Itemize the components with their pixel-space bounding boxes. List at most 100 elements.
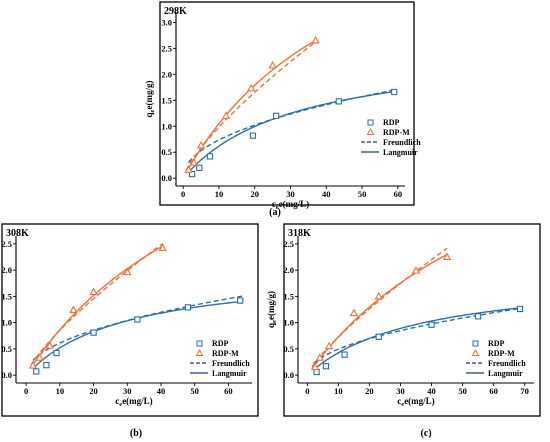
- rdp-m-point: [28, 361, 37, 369]
- panel-frame: [1, 223, 259, 417]
- panel-label: (a): [269, 207, 281, 218]
- x-axis-title: cee(mg/L): [397, 396, 434, 408]
- rdp-point: [249, 132, 257, 139]
- panel-label: (c): [420, 428, 431, 439]
- panel-title: 298K: [164, 6, 187, 17]
- y-tick-label: 1.0: [283, 318, 294, 328]
- rdp-m-point: [189, 158, 199, 166]
- x-tick-label: 50: [190, 386, 199, 396]
- x-tick-label: 50: [358, 189, 367, 199]
- y-tick-label: 0.0: [283, 370, 294, 380]
- y-tick-label: 2.0: [283, 265, 294, 275]
- x-tick-label: 0: [305, 386, 309, 396]
- y-tick-label: 0.5: [161, 147, 172, 157]
- rdp-m-point: [35, 353, 44, 361]
- panel-title: 318K: [288, 228, 311, 239]
- rdp-point: [237, 297, 244, 304]
- rdp-point: [428, 321, 435, 328]
- x-tick-label: 10: [334, 386, 343, 396]
- rdp-m-point: [442, 252, 452, 260]
- y-tick-label: 2.0: [1, 265, 12, 275]
- y-tick-label: 1.5: [283, 291, 294, 301]
- legend-label: RDP-M: [212, 349, 239, 358]
- rdp-m-langmuir-curve: [30, 245, 164, 368]
- rdp-langmuir-curve: [313, 307, 522, 371]
- x-tick-label: 20: [89, 386, 98, 396]
- rdp-point: [134, 316, 141, 323]
- x-tick-label: 60: [394, 189, 403, 199]
- legend-rdp-marker: [472, 340, 479, 347]
- y-axis-title: qee(mg/g): [266, 291, 278, 328]
- x-tick-label: 10: [215, 189, 224, 199]
- legend-label: RDP: [488, 339, 505, 348]
- legend-rdpm-marker: [366, 127, 375, 135]
- rdp-point: [206, 153, 214, 160]
- x-tick-label: 30: [396, 386, 405, 396]
- y-tick-label: 1.0: [161, 121, 172, 131]
- rdp-point: [341, 351, 348, 358]
- rdp-freundlich-curve: [32, 295, 243, 361]
- rdp-m-point: [310, 362, 320, 371]
- legend-rdpm-marker: [195, 348, 204, 356]
- legend-label: Langmuir: [212, 369, 247, 378]
- rdp-m-point: [324, 341, 334, 350]
- y-tick-label: 1.5: [1, 291, 12, 301]
- rdp-m-freundlich-curve: [185, 41, 316, 171]
- rdp-point: [188, 170, 196, 178]
- x-axis-title: cee(mg/L): [272, 199, 309, 211]
- panel-title: 308K: [6, 228, 29, 239]
- y-tick-label: 1.5: [161, 95, 172, 105]
- rdp-m-point: [221, 111, 231, 119]
- x-tick-label: 0: [181, 189, 185, 199]
- y-tick-label: 2.5: [161, 43, 172, 53]
- rdp-m-point: [69, 305, 78, 313]
- x-tick-label: 70: [520, 386, 529, 396]
- legend-label: Langmuir: [383, 148, 418, 157]
- rdp-langmuir-curve: [187, 90, 395, 173]
- rdp-m-point: [184, 165, 193, 173]
- chart-panel-2: 308K 0 10 20 30 40 50 60 0.0 0.5 1.0 1.5 2.0 2.5 cee(m…: [1, 223, 259, 417]
- x-tick-label: 60: [224, 386, 233, 396]
- x-tick-label: 60: [489, 386, 498, 396]
- panel-frame: [159, 1, 415, 206]
- y-tick-label: 2.5: [1, 239, 12, 249]
- rdp-point: [375, 333, 382, 340]
- chart-panel-3: 318K 0 10 20 30 40 50 60 70 0.0 0.5 1.0 1.5 2.0 2.5 cee…: [266, 223, 541, 417]
- panel-label: (b): [130, 428, 142, 439]
- x-tick-label: 30: [286, 189, 295, 199]
- y-tick-label: 0.0: [161, 173, 172, 183]
- rdp-m-point: [315, 353, 324, 361]
- y-tick-label: 0.0: [1, 370, 12, 380]
- legend-rdp-marker: [196, 340, 203, 347]
- rdp-point: [43, 361, 50, 369]
- rdp-m-point: [411, 266, 421, 274]
- legend-label: RDP-M: [383, 128, 410, 137]
- y-tick-label: 1.0: [1, 318, 12, 328]
- rdp-m-point: [196, 140, 206, 149]
- y-tick-label: 3.0: [161, 17, 172, 27]
- x-tick-label: 30: [123, 386, 132, 396]
- rdp-point: [196, 164, 203, 171]
- legend-label: RDP: [383, 118, 400, 127]
- legend-label: RDP-M: [488, 349, 515, 358]
- rdp-point: [474, 313, 482, 320]
- rdp-langmuir-curve: [32, 300, 242, 369]
- rdp-m-point: [247, 83, 256, 92]
- rdp-point: [516, 305, 524, 313]
- x-tick-label: 0: [24, 386, 28, 396]
- rdp-point: [33, 368, 40, 375]
- panel-frame: [283, 223, 541, 417]
- rdp-point: [322, 363, 330, 370]
- x-tick-label: 40: [322, 189, 331, 199]
- x-axis-title: cee(mg/L): [115, 396, 152, 408]
- y-tick-label: 0.5: [1, 344, 12, 354]
- rdp-point: [273, 112, 280, 120]
- rdp-m-point: [158, 243, 167, 252]
- rdp-point: [391, 88, 398, 96]
- legend-label: Freundlich: [488, 359, 526, 368]
- y-tick-label: 2.5: [283, 239, 294, 249]
- y-axis-title: qee(mg/g): [144, 81, 156, 118]
- rdp-m-langmuir-curve: [311, 253, 448, 370]
